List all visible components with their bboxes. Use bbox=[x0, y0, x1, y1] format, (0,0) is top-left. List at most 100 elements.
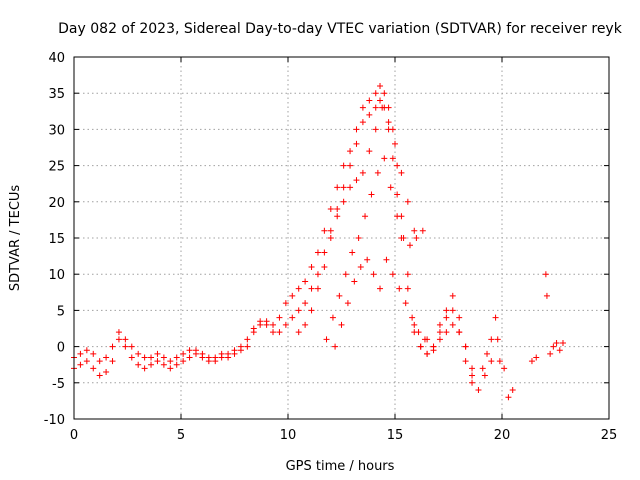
data-point bbox=[394, 213, 401, 220]
data-point bbox=[359, 169, 366, 176]
data-point bbox=[449, 321, 456, 328]
data-point bbox=[96, 372, 103, 379]
data-point bbox=[400, 235, 407, 241]
data-point bbox=[528, 358, 535, 365]
data-point bbox=[173, 354, 180, 361]
data-point bbox=[353, 140, 360, 147]
data-point bbox=[302, 278, 309, 285]
data-point bbox=[347, 162, 354, 169]
data-point bbox=[334, 206, 341, 213]
data-point bbox=[314, 271, 321, 278]
series-track-b bbox=[71, 97, 476, 386]
data-point bbox=[449, 307, 456, 314]
data-point bbox=[353, 177, 360, 184]
data-point bbox=[282, 321, 289, 328]
data-point bbox=[456, 329, 463, 336]
series-track-g bbox=[479, 314, 503, 372]
data-point bbox=[340, 198, 347, 205]
data-point bbox=[167, 365, 174, 372]
data-point bbox=[389, 271, 396, 278]
series-track-f bbox=[424, 321, 516, 401]
data-point bbox=[225, 350, 232, 357]
x-tick-label: 10 bbox=[280, 428, 297, 443]
data-point bbox=[372, 126, 379, 133]
data-point bbox=[96, 358, 103, 365]
data-point bbox=[421, 336, 428, 343]
data-point bbox=[109, 343, 116, 350]
data-point bbox=[430, 343, 437, 350]
data-point bbox=[355, 235, 362, 241]
data-point bbox=[115, 329, 122, 336]
data-point bbox=[344, 300, 351, 307]
data-point bbox=[77, 361, 84, 368]
axis-ticks: 0 5 10 15 20 25 -10 -5 0 5 10 15 20 25 30 35 40 bbox=[44, 51, 618, 443]
data-point bbox=[364, 256, 371, 263]
data-point bbox=[334, 184, 341, 191]
data-point bbox=[314, 285, 321, 292]
x-tick-label: 15 bbox=[387, 428, 404, 443]
data-point bbox=[334, 213, 341, 220]
y-tick-label: 15 bbox=[48, 232, 65, 247]
data-point bbox=[282, 300, 289, 307]
data-point bbox=[148, 354, 155, 361]
data-point bbox=[415, 329, 422, 336]
data-point bbox=[368, 191, 375, 198]
y-tick-label: 30 bbox=[48, 123, 65, 138]
data-point bbox=[212, 354, 219, 361]
data-point bbox=[122, 343, 129, 350]
data-point bbox=[436, 321, 443, 328]
data-point bbox=[501, 365, 508, 372]
data-point bbox=[336, 292, 343, 299]
data-point bbox=[479, 365, 486, 372]
data-point bbox=[396, 285, 403, 292]
data-point bbox=[83, 347, 90, 354]
data-point bbox=[90, 350, 97, 357]
data-point bbox=[394, 191, 401, 198]
data-point bbox=[289, 292, 296, 299]
data-point bbox=[359, 119, 366, 126]
data-point bbox=[456, 314, 463, 321]
data-marks bbox=[71, 82, 566, 401]
data-point bbox=[462, 343, 469, 350]
data-point bbox=[128, 343, 135, 350]
x-tick-label: 25 bbox=[601, 428, 618, 443]
data-point bbox=[218, 350, 225, 357]
data-point bbox=[417, 343, 424, 350]
data-point bbox=[398, 169, 405, 176]
data-point bbox=[314, 249, 321, 256]
data-point bbox=[488, 336, 495, 343]
data-point bbox=[135, 350, 142, 357]
data-point bbox=[443, 329, 450, 336]
data-point bbox=[295, 307, 302, 314]
y-tick-label: 5 bbox=[57, 304, 65, 319]
data-point bbox=[276, 329, 283, 336]
data-point bbox=[351, 278, 358, 285]
x-tick-label: 20 bbox=[494, 428, 511, 443]
data-point bbox=[321, 263, 328, 270]
data-point bbox=[366, 111, 373, 118]
data-point bbox=[342, 271, 349, 278]
data-point bbox=[122, 336, 129, 343]
data-point bbox=[340, 184, 347, 191]
data-point bbox=[383, 256, 390, 263]
chart-title: Day 082 of 2023, Sidereal Day-to-day VTE… bbox=[58, 21, 623, 37]
data-point bbox=[377, 82, 384, 89]
data-point bbox=[327, 235, 334, 241]
data-point bbox=[475, 387, 482, 394]
data-point bbox=[372, 104, 379, 111]
data-point bbox=[359, 104, 366, 111]
data-point bbox=[559, 339, 566, 346]
data-point bbox=[308, 307, 315, 314]
data-point bbox=[308, 263, 315, 270]
data-point bbox=[289, 314, 296, 321]
data-point bbox=[115, 336, 122, 343]
data-point bbox=[90, 365, 97, 372]
data-point bbox=[377, 97, 384, 104]
data-point bbox=[469, 372, 476, 379]
data-point bbox=[509, 387, 516, 394]
data-point bbox=[250, 325, 257, 332]
data-point bbox=[180, 350, 187, 357]
data-point bbox=[186, 347, 193, 354]
data-point bbox=[347, 184, 354, 191]
